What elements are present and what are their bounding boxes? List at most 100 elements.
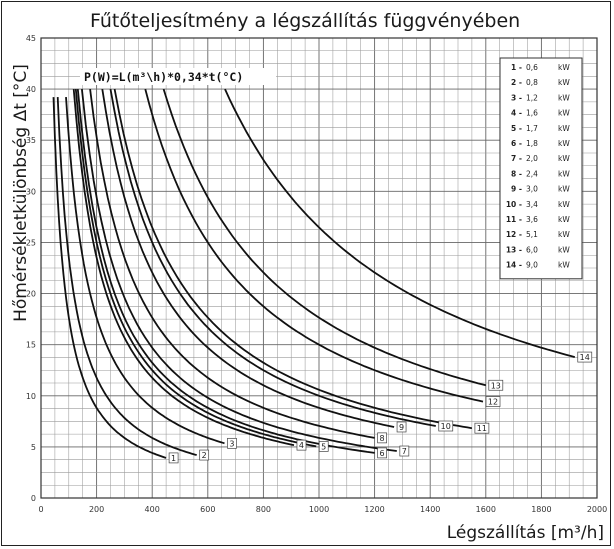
series-label: 9	[399, 423, 404, 432]
legend-number: 2 -	[511, 78, 522, 87]
series-label: 1	[171, 454, 176, 463]
legend-unit: kW	[558, 124, 570, 133]
legend-unit: kW	[558, 215, 570, 224]
series-label: 14	[580, 353, 590, 362]
formula-label: P(W)=L(m³\h)*0,34*t(°C)	[84, 70, 243, 84]
x-tick-label: 2000	[587, 505, 607, 514]
series-curve-13	[162, 88, 487, 387]
legend-unit: kW	[558, 93, 570, 102]
x-tick-label: 1600	[476, 505, 496, 514]
y-tick-label: 15	[26, 341, 36, 350]
y-tick-label: 30	[26, 187, 36, 196]
legend-value: 6,0	[526, 245, 538, 254]
series-label-box	[488, 379, 504, 391]
plot-border	[40, 37, 598, 499]
series-curve-1	[52, 97, 167, 459]
legend-number: 7 -	[511, 154, 522, 163]
series-label-box	[577, 351, 593, 363]
legend-unit: kW	[558, 78, 570, 87]
series-label-box	[474, 422, 490, 434]
legend-unit: kW	[558, 185, 570, 194]
series-curve-11	[113, 88, 473, 430]
series-label: 10	[441, 422, 451, 431]
y-tick-label: 45	[26, 34, 36, 43]
series-label: 6	[380, 449, 385, 458]
y-tick-label: 20	[26, 290, 36, 299]
series-label-box	[485, 396, 501, 407]
chart-title: Fűtőteljesítmény a légszállítás függvény…	[90, 10, 521, 32]
legend-unit: kW	[558, 261, 570, 270]
x-tick-label: 0	[38, 505, 43, 514]
series-label: 12	[488, 398, 498, 407]
legend-unit: kW	[558, 154, 570, 163]
series-curve-14	[224, 88, 576, 358]
series-label: 2	[202, 451, 207, 460]
series-curve-8	[89, 88, 375, 439]
legend-value: 2,4	[526, 169, 538, 178]
legend-number: 11 -	[506, 215, 522, 224]
y-tick-label: 5	[31, 443, 36, 452]
series-label: 4	[299, 441, 304, 450]
legend-value: 1,7	[526, 124, 538, 133]
legend-number: 14 -	[506, 261, 522, 270]
series-curve-2	[56, 97, 197, 456]
series-label-box	[318, 441, 329, 452]
x-tick-label: 400	[145, 505, 160, 514]
legend-unit: kW	[558, 63, 570, 72]
legend-number: 9 -	[511, 185, 522, 194]
legend-number: 6 -	[511, 139, 522, 148]
series-label-box	[168, 452, 179, 464]
legend-unit: kW	[558, 230, 570, 239]
y-tick-label: 10	[26, 392, 36, 401]
y-tick-label: 0	[31, 494, 36, 503]
series-curve-12	[144, 88, 484, 403]
series-label: 13	[491, 381, 501, 390]
series-curve-5	[74, 89, 317, 448]
series-label: 7	[402, 447, 407, 456]
series-label-box	[396, 421, 407, 433]
series-label: 5	[321, 442, 326, 451]
legend-value: 0,8	[526, 78, 538, 87]
legend-value: 3,0	[526, 185, 538, 194]
series-curve-9	[101, 88, 395, 428]
x-tick-label: 200	[89, 505, 104, 514]
legend-unit: kW	[558, 245, 570, 254]
legend-number: 10 -	[506, 200, 522, 209]
y-tick-label: 40	[26, 85, 36, 94]
legend-number: 13 -	[506, 245, 522, 254]
x-axis-label: Légszállítás [m³/h]	[446, 523, 604, 543]
legend-unit: kW	[558, 200, 570, 209]
series-curve-6	[76, 89, 375, 454]
legend-unit: kW	[558, 139, 570, 148]
series-label: 3	[229, 439, 234, 448]
x-tick-label: 600	[200, 505, 215, 514]
legend-number: 3 -	[511, 93, 522, 102]
legend-value: 1,2	[526, 93, 538, 102]
legend-value: 3,6	[526, 215, 538, 224]
x-tick-label: 1000	[309, 505, 329, 514]
legend-value: 1,6	[526, 109, 538, 118]
series-curve-3	[65, 97, 225, 445]
y-tick-label: 35	[26, 136, 36, 145]
legend-value: 3,4	[526, 200, 538, 209]
x-tick-label: 800	[256, 505, 271, 514]
series-curve-7	[81, 89, 397, 452]
legend-box	[499, 57, 583, 280]
x-tick-label: 1800	[531, 505, 551, 514]
series-label-box	[199, 449, 210, 461]
y-tick-label: 25	[26, 238, 36, 247]
series-curve-10	[109, 88, 436, 427]
series-label-box	[377, 432, 387, 444]
series-curve-4	[72, 89, 295, 446]
legend-value: 0,6	[526, 63, 538, 72]
legend-number: 5 -	[511, 124, 522, 133]
formula-background	[80, 68, 276, 85]
legend-number: 8 -	[511, 169, 522, 178]
series-label: 11	[477, 424, 487, 433]
legend-value: 9,0	[526, 261, 538, 270]
legend-number: 4 -	[511, 109, 522, 118]
legend-value: 5,1	[526, 230, 538, 239]
legend-unit: kW	[558, 109, 570, 118]
legend-number: 1 -	[511, 63, 522, 72]
